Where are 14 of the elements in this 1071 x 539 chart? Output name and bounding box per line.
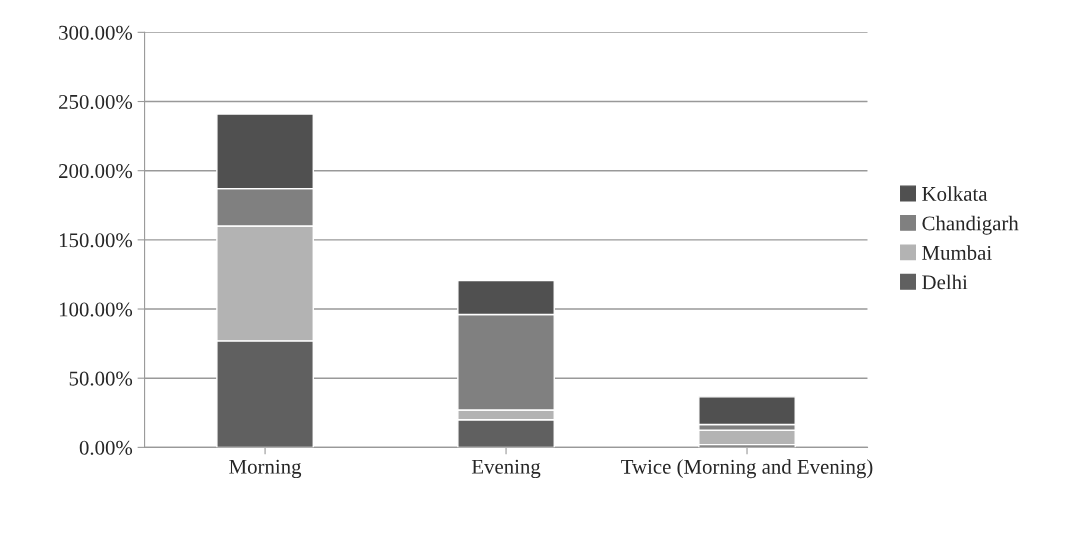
y-tick-label: 0.00% bbox=[79, 440, 133, 455]
x-tick-label: Morning bbox=[229, 459, 302, 479]
x-tick-label: Evening bbox=[471, 459, 541, 479]
y-tick-label: 50.00% bbox=[69, 371, 133, 386]
legend-label: Delhi bbox=[922, 274, 968, 290]
y-tick-label: 150.00% bbox=[59, 233, 133, 248]
legend-label: Mumbai bbox=[922, 245, 992, 260]
x-tick-label: Twice (Morning and Evening) bbox=[621, 459, 873, 479]
legend-label: Chandigarh bbox=[922, 215, 1019, 235]
y-tick-label: 250.00% bbox=[59, 94, 133, 110]
y-tick-label: 300.00% bbox=[59, 25, 133, 40]
y-tick-label: 100.00% bbox=[59, 302, 133, 317]
legend-label: Kolkata bbox=[922, 186, 988, 201]
y-tick-label: 200.00% bbox=[59, 164, 133, 179]
